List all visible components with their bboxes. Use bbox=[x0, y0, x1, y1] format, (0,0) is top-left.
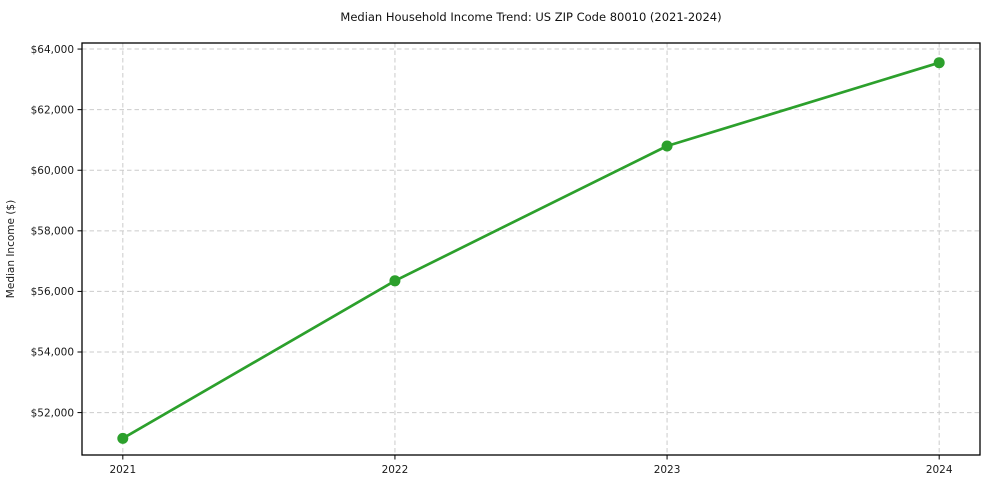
y-tick-label: $64,000 bbox=[31, 44, 74, 56]
x-tick-label: 2024 bbox=[926, 464, 953, 476]
data-point-2024 bbox=[933, 57, 945, 69]
chart-title: Median Household Income Trend: US ZIP Co… bbox=[340, 10, 721, 24]
data-point-2021 bbox=[117, 432, 129, 444]
data-point-2022 bbox=[389, 275, 401, 287]
tick-layer: $52,000 $54,000 $56,000 $58,000 $60,000 $62,0… bbox=[31, 44, 953, 476]
y-tick-label: $58,000 bbox=[31, 226, 74, 238]
x-tick-label: 2021 bbox=[109, 464, 136, 476]
x-tick-label: 2022 bbox=[382, 464, 409, 476]
y-tick-label: $60,000 bbox=[31, 165, 74, 177]
y-tick-label: $56,000 bbox=[31, 286, 74, 298]
y-tick-label: $52,000 bbox=[31, 407, 74, 419]
y-tick-label: $62,000 bbox=[31, 104, 74, 116]
trend-line bbox=[121, 61, 941, 440]
y-axis-label: Median Income ($) bbox=[5, 200, 17, 298]
grid-layer bbox=[82, 43, 980, 455]
y-tick-label: $54,000 bbox=[31, 347, 74, 359]
series-layer bbox=[117, 57, 945, 444]
data-point-2023 bbox=[661, 140, 673, 152]
x-tick-label: 2023 bbox=[654, 464, 681, 476]
plot-border bbox=[81, 42, 981, 456]
